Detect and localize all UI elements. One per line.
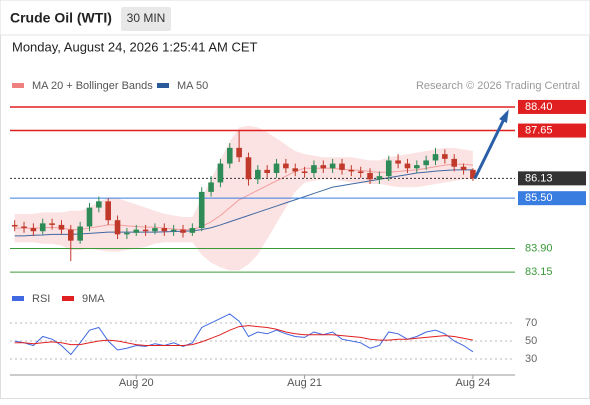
candle-body — [348, 169, 355, 172]
rsi-ma-line — [14, 325, 474, 347]
x-tick-label: Aug 21 — [287, 377, 322, 389]
candle-body — [226, 147, 233, 164]
level-label: 83.90 — [525, 242, 553, 254]
candle-body — [105, 201, 111, 221]
y-tick-label: 50 — [525, 335, 537, 347]
candle-body — [264, 169, 270, 174]
candle-body — [460, 166, 467, 170]
candle-body — [39, 223, 46, 232]
y-tick-label: 30 — [525, 353, 537, 365]
candle-body — [77, 226, 83, 241]
legend-swatch — [62, 296, 74, 301]
candle-body — [30, 228, 37, 232]
interval-button[interactable] — [121, 7, 171, 31]
candle-body — [152, 228, 158, 232]
candle-body — [58, 224, 65, 230]
legend-label: MA 20 + Bollinger Bands — [32, 80, 153, 92]
candle-body — [67, 229, 74, 241]
interval[interactable]: 30 MIN — [127, 11, 166, 25]
legend-swatch — [12, 83, 24, 88]
candle-body — [423, 160, 429, 166]
legend-swatch — [157, 83, 169, 88]
candle-body — [49, 223, 55, 225]
candle-body — [470, 169, 476, 179]
candle-body — [198, 191, 205, 229]
candle-body — [301, 171, 308, 174]
candle-body — [329, 163, 336, 169]
candle-body — [451, 158, 458, 167]
level-label: 86.13 — [525, 172, 553, 184]
candle-body — [96, 201, 102, 208]
candle-body — [86, 207, 93, 227]
candle-body — [273, 163, 280, 174]
legend-label: 9MA — [82, 293, 105, 305]
candle-body — [320, 165, 327, 169]
candle-body — [395, 160, 401, 164]
forecast-arrow — [473, 112, 509, 180]
level-label: 87.65 — [525, 124, 553, 136]
level-box — [518, 191, 586, 206]
header-bar — [0, 0, 590, 36]
ma50-line — [14, 169, 473, 237]
title: Crude Oil (WTI) — [10, 10, 112, 26]
level-label: 85.50 — [525, 192, 553, 204]
candle-body — [414, 165, 420, 169]
candle-body — [142, 229, 149, 232]
candle-body — [292, 168, 299, 172]
legend-swatch — [12, 296, 24, 301]
candle-body — [376, 176, 383, 180]
candle-body — [442, 154, 448, 159]
candle-body — [367, 173, 373, 180]
x-tick-label: Aug 20 — [119, 377, 154, 389]
legend-label: MA 50 — [177, 80, 208, 92]
candle-body — [21, 226, 27, 229]
candle-body — [217, 163, 224, 183]
level-box — [518, 171, 586, 186]
forecast-arrowhead — [499, 109, 509, 123]
candle-body — [114, 220, 121, 235]
candle-body — [189, 228, 196, 233]
candle-body — [283, 163, 289, 169]
timestamp: Monday, August 24, 2026 1:25:41 AM CET — [12, 39, 258, 54]
candle-body — [255, 169, 261, 180]
level-box — [518, 123, 586, 138]
candle-body — [432, 154, 439, 161]
watermark: Research © 2026 Trading Central — [416, 80, 580, 92]
y-tick-label: 70 — [525, 317, 537, 329]
candle-body — [357, 171, 364, 174]
level-label: 88.40 — [525, 101, 553, 113]
candle-body — [385, 160, 392, 177]
level-box — [518, 99, 586, 114]
candle-body — [208, 182, 214, 192]
candle-body — [245, 157, 252, 180]
candle-body — [404, 163, 411, 169]
candle-body — [339, 163, 345, 170]
x-tick-label: Aug 24 — [455, 377, 490, 389]
candle-body — [133, 229, 140, 233]
candle-body — [161, 228, 168, 232]
legend-label: RSI — [32, 293, 50, 305]
candle-body — [124, 232, 130, 235]
ma20-line — [14, 163, 473, 231]
candle-body — [180, 229, 186, 233]
rsi-line — [14, 313, 474, 356]
candle-body — [236, 147, 242, 158]
candle-body — [170, 229, 177, 232]
level-label: 83.15 — [525, 266, 553, 278]
candle-body — [311, 165, 317, 174]
candle-body — [11, 224, 18, 227]
